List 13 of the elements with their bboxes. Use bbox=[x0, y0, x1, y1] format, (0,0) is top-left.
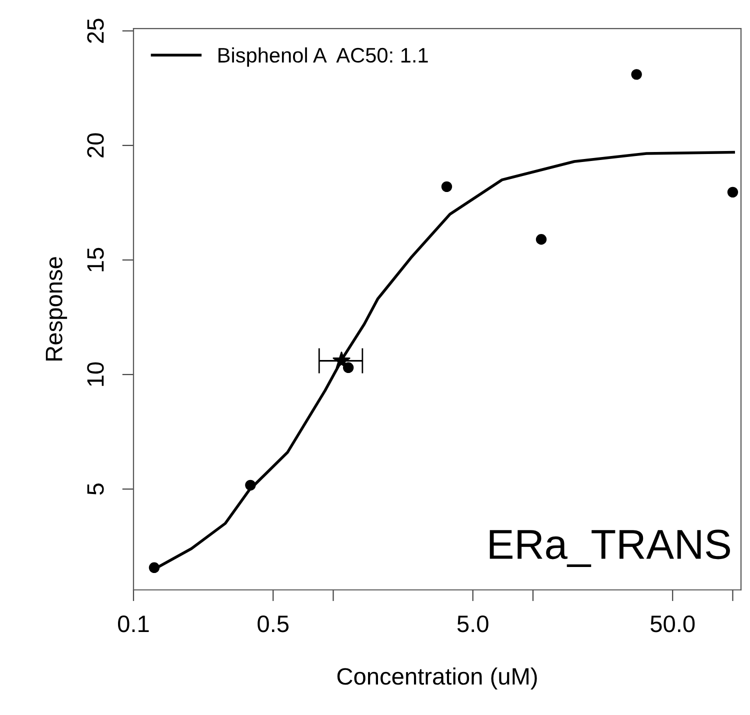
y-axis-title: Response bbox=[46, 257, 68, 360]
annotation: ERa_TRANS bbox=[490, 530, 730, 568]
y-tick-label: 20 bbox=[87, 133, 104, 158]
y-tick-label: 5 bbox=[87, 484, 104, 495]
x-tick-label: 5.0 bbox=[457, 616, 488, 632]
x-tick-label: 0.1 bbox=[118, 616, 149, 632]
x-axis-title: Concentration (uM) bbox=[337, 667, 537, 690]
y-tick-label: 15 bbox=[87, 248, 104, 272]
y-tick-label: 25 bbox=[87, 18, 104, 43]
x-tick-label: 0.5 bbox=[258, 616, 289, 632]
x-tick-label: 50.0 bbox=[650, 616, 695, 632]
y-tick-label: 10 bbox=[87, 362, 104, 386]
legend-label: Bisphenol A AC50: 1.1 bbox=[218, 47, 428, 67]
